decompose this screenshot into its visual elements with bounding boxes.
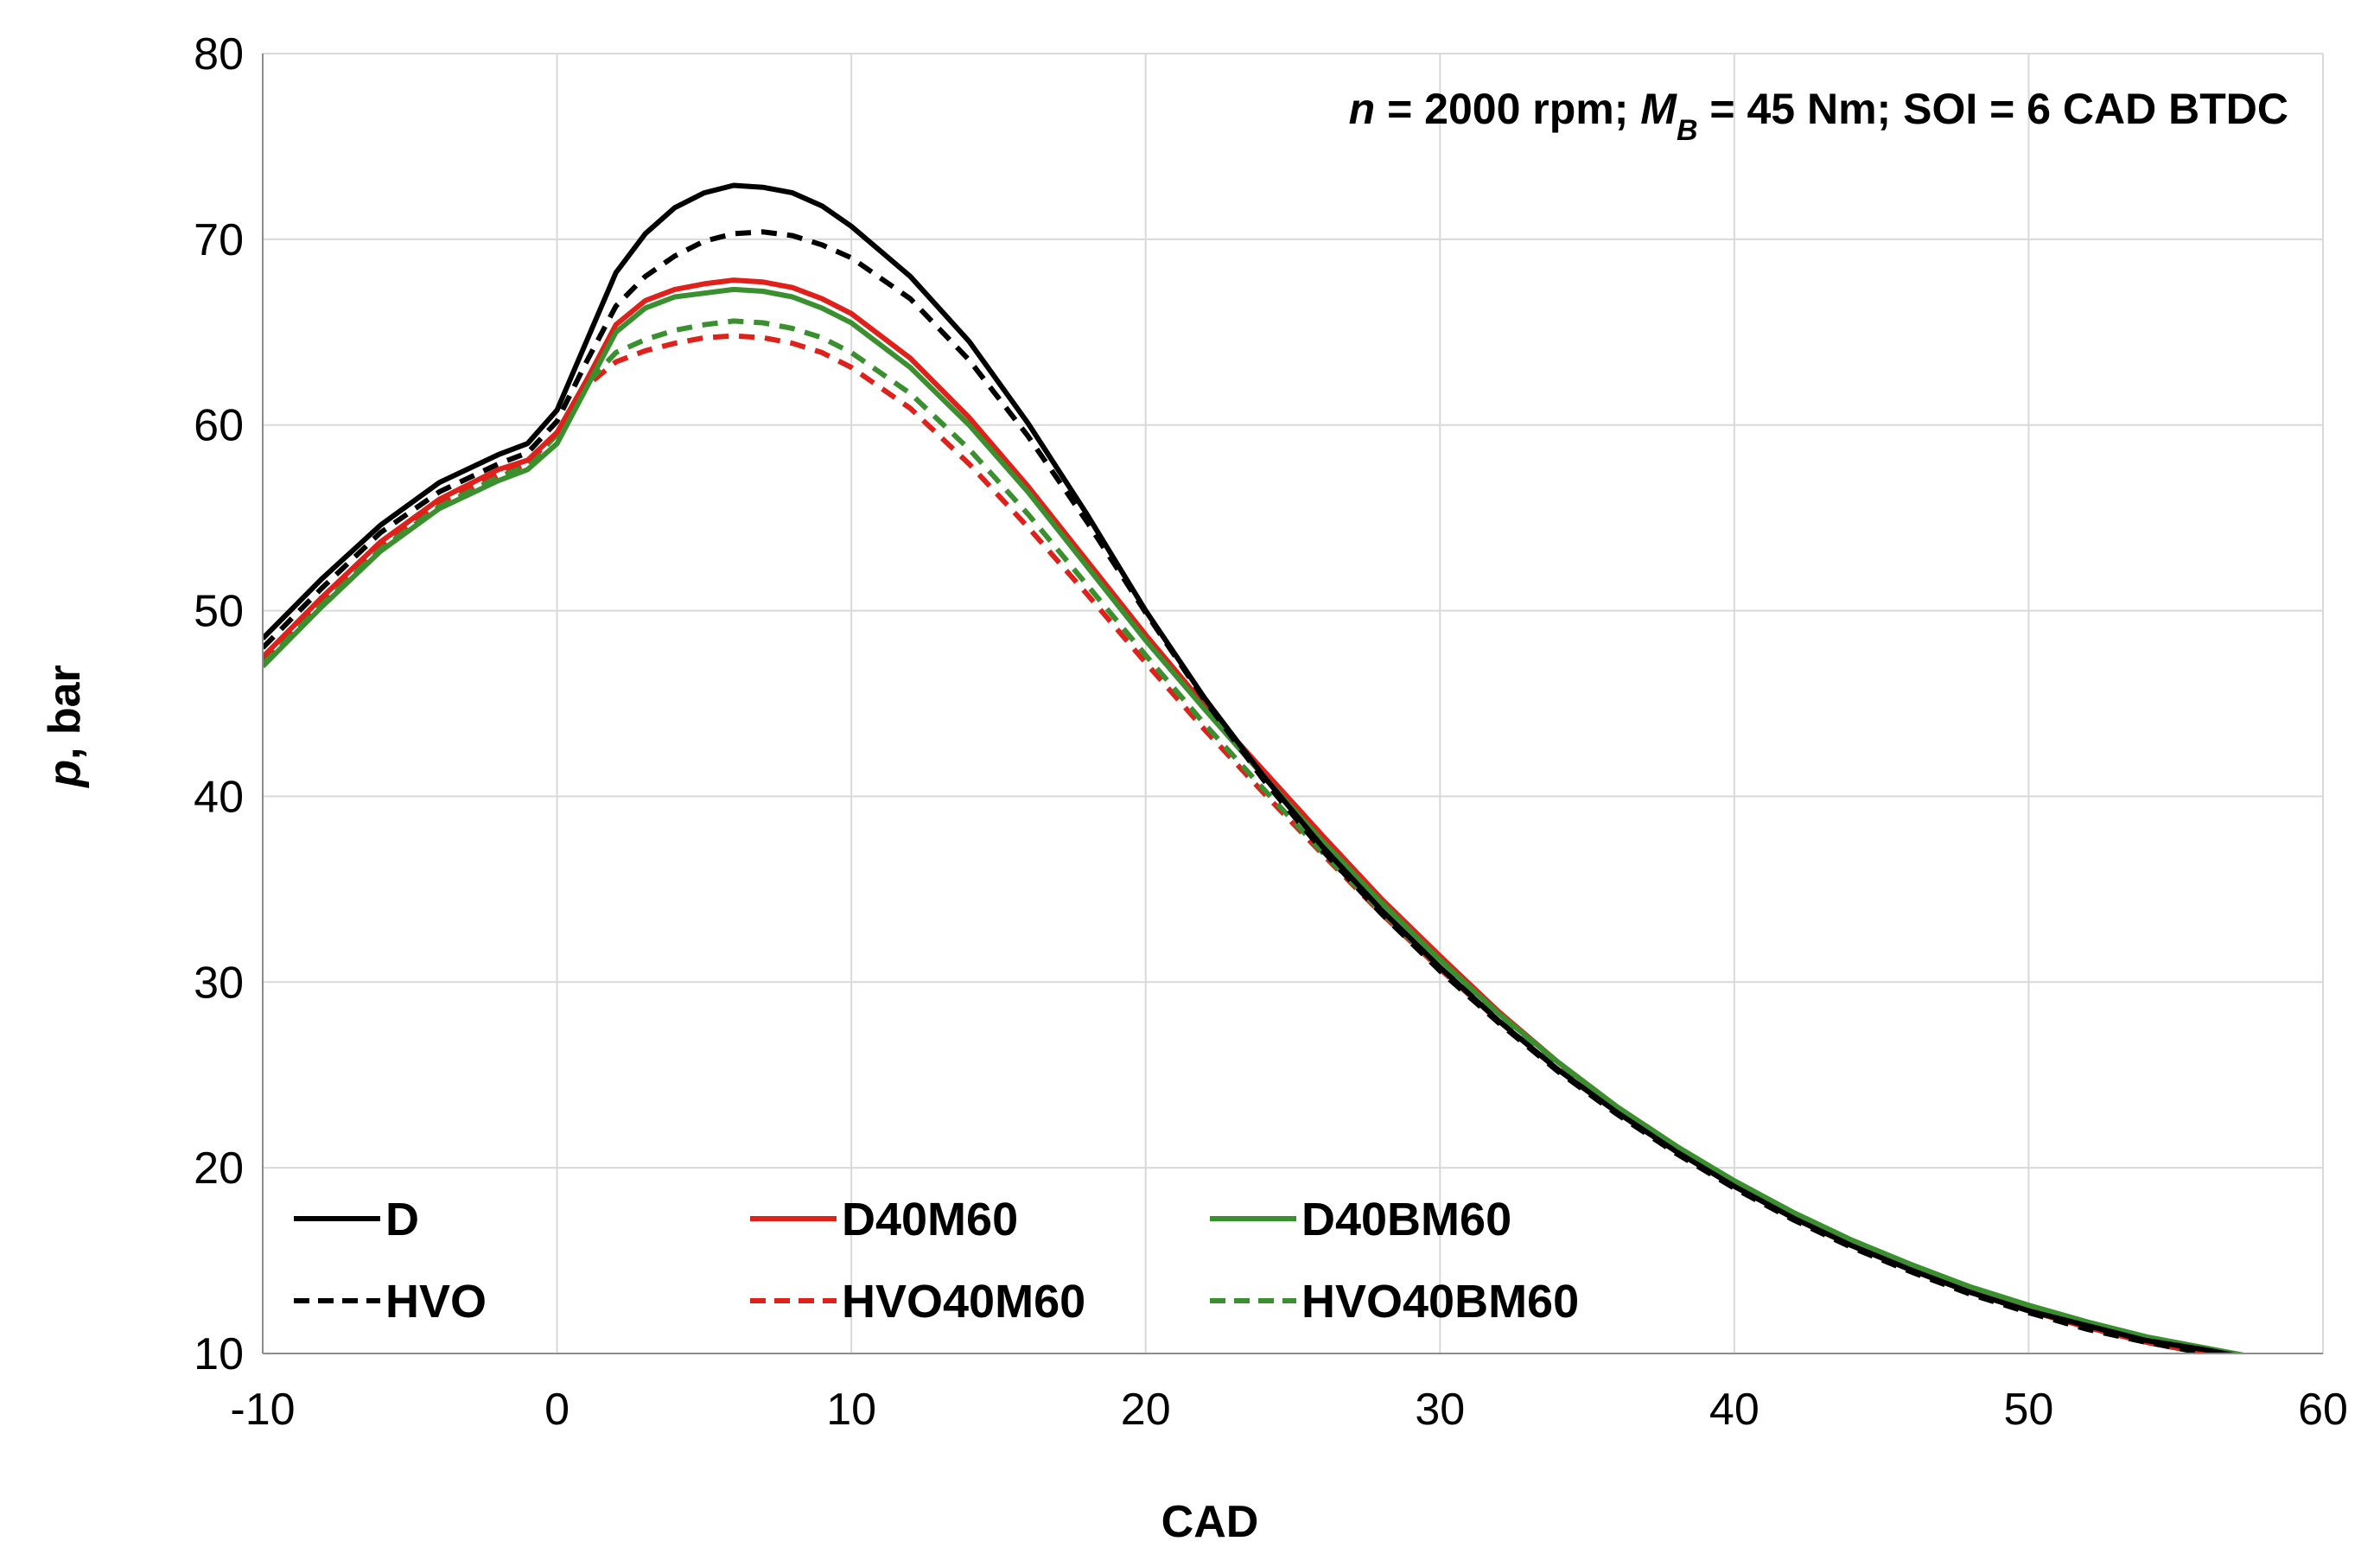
annotation-part: M	[1640, 85, 1677, 133]
series-line-d	[263, 182, 2239, 1353]
legend-label-d40bm60: D40BM60	[1301, 1194, 1511, 1245]
legend: D D40M60 D40BM60 HVO HVO40M60 HVO40BM60	[294, 1194, 1579, 1328]
y-tick-label: 20	[194, 1143, 244, 1194]
series-line-d40bm60	[263, 286, 2250, 1353]
x-tick-label: -10	[230, 1385, 295, 1435]
y-axis-title: p, bar	[40, 665, 90, 789]
legend-label-d: D	[385, 1194, 419, 1245]
legend-label-hvo40m60: HVO40M60	[842, 1276, 1085, 1328]
legend-label-d40m60: D40M60	[842, 1194, 1018, 1245]
y-tick-label: 80	[194, 29, 244, 80]
y-tick-label: 60	[194, 401, 244, 451]
gridlines	[263, 53, 2324, 1353]
x-tick-label: 50	[2004, 1385, 2054, 1435]
x-tick-label: 0	[544, 1385, 570, 1435]
y-tick-label: 50	[194, 587, 244, 637]
y-tick-label: 30	[194, 958, 244, 1008]
x-tick-label: 40	[1709, 1385, 1760, 1435]
annotation-part: = 2000 rpm;	[1375, 85, 1640, 133]
plot-series	[263, 182, 2250, 1353]
x-tick-label: 30	[1415, 1385, 1465, 1435]
x-tick-label: 10	[826, 1385, 876, 1435]
chart-annotation: n = 2000 rpm; MB = 45 Nm; SOI = 6 CAD BT…	[1349, 85, 2288, 147]
x-axis-title: CAD	[1161, 1497, 1259, 1547]
x-tick-label: 20	[1121, 1385, 1171, 1435]
y-tick-label: 70	[194, 215, 244, 265]
annotation-part: n	[1349, 85, 1376, 133]
y-tick-label: 40	[194, 772, 244, 822]
legend-label-hvo: HVO	[385, 1276, 487, 1328]
legend-label-hvo40bm60: HVO40BM60	[1301, 1276, 1579, 1328]
y-axis-title-part: p	[40, 760, 90, 789]
y-axis-title-part: , bar	[40, 665, 90, 760]
y-tick-label: 10	[194, 1329, 244, 1379]
annotation-part: B	[1677, 114, 1698, 147]
x-tick-label: 60	[2298, 1385, 2348, 1435]
axes: -10 0 10 20 30 40 50 60 10 20 30 40 50 60 70 80	[194, 29, 2348, 1435]
annotation-part: = 45 Nm; SOI = 6 CAD BTDC	[1698, 85, 2289, 133]
